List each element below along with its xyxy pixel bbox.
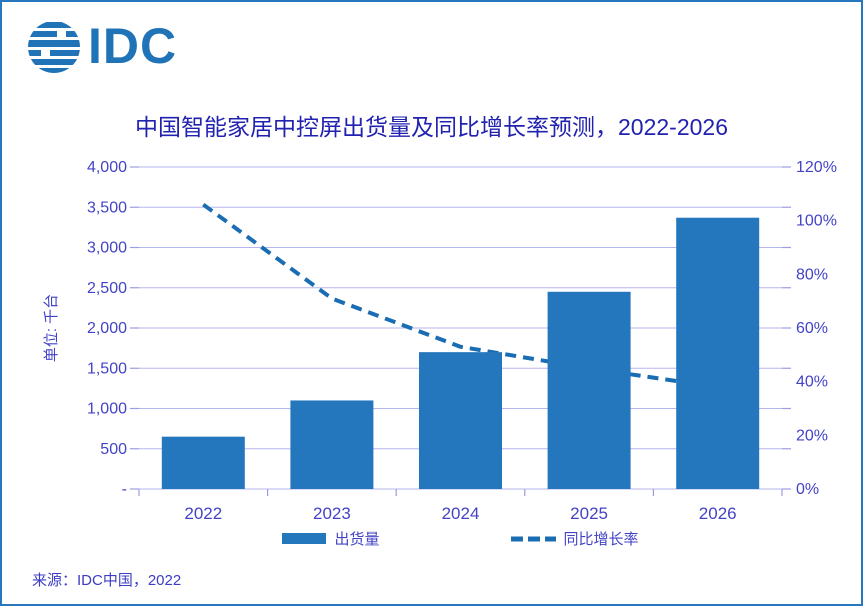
left-axis-label: 2,500 [87,280,127,297]
left-axis-label: 4,000 [87,159,127,176]
bar-2022 [161,436,245,489]
bar-2025 [547,291,631,489]
legend-item-growth: 同比增长率 [510,528,639,549]
legend-label-shipments: 出货量 [334,531,380,548]
right-axis-label: 0% [796,481,819,498]
bar-2024 [419,352,502,489]
idc-globe-icon [28,22,80,73]
left-axis-label: 3,500 [87,199,127,216]
idc-logo: IDC [27,18,177,74]
x-axis-label: 2024 [442,504,480,523]
idc-wordmark: IDC [88,18,178,74]
left-axis-label: 500 [100,441,127,458]
left-axis-label: 2,000 [87,320,127,337]
left-axis-label: 3,000 [87,240,127,257]
right-axis-label: 100% [796,213,837,230]
line-series-swatch-icon [510,536,556,541]
bar-2023 [290,400,374,489]
bar-2026 [676,217,760,489]
left-axis-label: 1,500 [87,360,127,377]
legend-item-shipments: 出货量 [282,528,380,549]
right-axis-label: 40% [796,374,828,391]
x-axis-label: 2025 [570,504,608,523]
x-axis-label: 2026 [699,504,737,523]
growth-rate-line [202,202,718,390]
right-axis-label: 20% [796,427,828,444]
right-axis-label: 120% [796,159,837,176]
right-axis-label: 80% [796,266,828,283]
left-axis-label: 1,000 [87,401,127,418]
left-axis-label: - [122,481,127,498]
legend-label-growth: 同比增长率 [563,531,639,548]
x-axis-label: 2022 [184,504,222,523]
chart-title: 中国智能家居中控屏出货量及同比增长率预测，2022-2026 [135,114,728,140]
chart-legend: 出货量 同比增长率 [139,528,782,549]
x-axis-label: 2023 [313,504,351,523]
right-axis-label: 60% [796,320,828,337]
source-note: 来源：IDC中国，2022 [32,572,182,589]
bar-series-swatch-icon [282,533,327,544]
